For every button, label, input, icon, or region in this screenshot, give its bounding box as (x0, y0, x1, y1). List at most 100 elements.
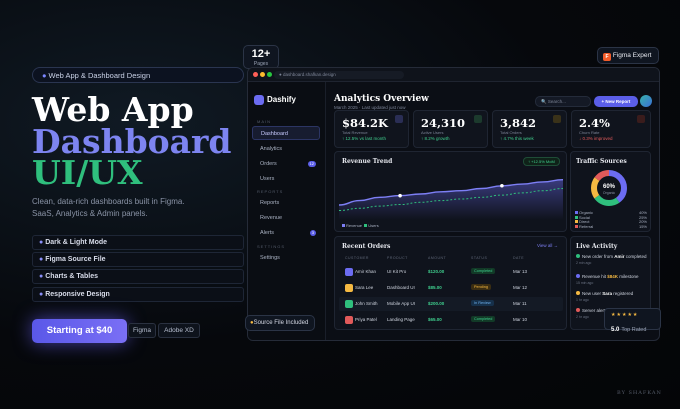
maximize-dot-icon[interactable] (267, 72, 272, 77)
donut-center-value: 60% (603, 184, 616, 190)
cell-date: Mar 13 (513, 269, 528, 274)
stat-card-orders: 3,842 Total Orders ↑ 4.7% this week (492, 110, 567, 148)
heading-line-2: Dashboard (32, 122, 232, 161)
source-pct: 20% (638, 219, 647, 224)
starting-price-button[interactable]: Starting at $40 (32, 319, 127, 343)
user-avatar[interactable] (640, 95, 652, 107)
table-row[interactable]: Amir Khan UI Kit Pro $120.00 Completed M… (339, 265, 563, 279)
sidebar-item-label: Users (260, 176, 275, 182)
activity-time: 1 hr ago (576, 298, 589, 302)
legend-revenue: Revenue (346, 223, 363, 228)
customer-avatar (345, 284, 353, 292)
sidebar-item-revenue[interactable]: Revenue (252, 211, 320, 225)
feature-item: ● Figma Source File (32, 252, 244, 267)
sidebar-item-reports[interactable]: Reports (252, 196, 320, 210)
cell-product: Dashboard UI (387, 285, 415, 290)
users-series-line (339, 188, 563, 211)
dashboard-window: ● dashboard.shafkan.design Dashify MAIN … (247, 67, 660, 341)
activity-time: 15 min ago (576, 281, 594, 285)
stat-change: ↑ 4.7% this week (500, 136, 534, 141)
activity-item: New user Sara registered 1 hr ago (576, 291, 650, 303)
feature-item: ● Charts & Tables (32, 269, 244, 284)
sidebar-item-users[interactable]: Users (252, 172, 320, 186)
traffic-legend-row: Social 25% (575, 214, 647, 221)
close-dot-icon[interactable] (253, 72, 258, 77)
sidebar-item-dashboard[interactable]: Dashboard (252, 126, 320, 140)
sidebar-item-orders[interactable]: Orders 12 (252, 157, 320, 171)
legend-users: Users (368, 223, 379, 228)
pages-badge: 12+ Pages (243, 45, 279, 69)
sidebar-item-label: Revenue (260, 215, 283, 221)
trend-change-pill: ↑ +12.5% MoM (523, 157, 560, 166)
table-row[interactable]: Sara Lee Dashboard UI $85.00 Pending Mar… (339, 281, 563, 295)
source-pct: 25% (638, 214, 647, 220)
revenue-point (398, 193, 402, 198)
feature-item: ● Dark & Light Mode (32, 235, 244, 250)
nav-section-reports: REPORTS (257, 189, 284, 194)
source-dot-icon: ● (250, 320, 254, 326)
activity-item: Revenue hit $84K milestone 15 min ago (576, 274, 650, 286)
cell-amount: $65.00 (428, 317, 442, 322)
feature-label: Charts & Tables (45, 273, 99, 280)
revenue-icon (395, 115, 403, 123)
customer-avatar (345, 268, 353, 276)
donut-center-label: Organic (603, 191, 616, 195)
col-date: DATE (513, 256, 525, 260)
status-badge: In Review (471, 300, 494, 306)
source-name: Referral (579, 223, 594, 229)
pages-count: 12+ (251, 48, 271, 60)
sidebar-item-analytics[interactable]: Analytics (252, 142, 320, 156)
view-all-link[interactable]: View all → (537, 243, 559, 248)
activity-strong: $84K (607, 274, 619, 279)
stat-card-churn: 2.4% Churn Rate ↓ 0.3% improved (571, 110, 651, 148)
rating-badge: ★★★★★ 5.0 Top Rated (604, 308, 661, 333)
minimize-dot-icon[interactable] (260, 72, 265, 77)
url-bar[interactable]: ● dashboard.shafkan.design (274, 71, 404, 79)
feature-item: ● Responsive Design (32, 287, 244, 302)
brand-name: Dashify (267, 95, 296, 104)
traffic-legend-row: Referral 15% (575, 223, 647, 230)
search-input[interactable]: 🔍 Search... (535, 96, 591, 107)
figma-chip: Figma (128, 323, 156, 338)
figma-expert-badge: F Figma Expert (597, 47, 659, 64)
cell-product: Mobile App UI (387, 301, 416, 306)
stat-value: 24,310 (421, 116, 466, 130)
table-row[interactable]: John Smith Mobile App UI $200.00 In Revi… (339, 297, 563, 311)
activity-strong: Amir (614, 254, 625, 259)
stat-card-users: 24,310 Active Users ↑ 8.2% growth (413, 110, 488, 148)
traffic-sources-title: Traffic Sources (576, 158, 627, 165)
status-badge: Completed (471, 268, 496, 274)
cell-amount: $120.00 (428, 269, 445, 274)
brand-logo-icon (254, 95, 264, 105)
status-badge: Completed (471, 316, 496, 322)
table-row[interactable]: Priya Patel Landing Page $65.00 Complete… (339, 313, 563, 327)
nav-section-settings: SETTINGS (257, 244, 286, 249)
col-status: STATUS (471, 256, 488, 260)
search-placeholder: Search... (547, 99, 566, 104)
alerts-count-badge: 3 (309, 230, 316, 236)
sidebar-item-settings[interactable]: Settings (252, 251, 320, 265)
activity-time: 2 hr ago (576, 315, 589, 319)
cell-product: UI Kit Pro (387, 269, 407, 274)
traffic-donut-chart: 60% Organic (591, 170, 627, 206)
sidebar-item-label: Settings (260, 255, 280, 261)
source-file-label: Source File Included (253, 320, 309, 326)
recent-orders-title: Recent Orders (342, 243, 391, 250)
activity-text: registered (612, 291, 634, 296)
activity-dot-icon (576, 274, 580, 278)
live-activity-title: Live Activity (576, 243, 618, 250)
col-amount: AMOUNT (428, 256, 447, 260)
source-name: Social (579, 214, 590, 220)
col-product: PRODUCT (387, 256, 408, 260)
trend-legend: Revenue Users (342, 223, 379, 229)
star-rating-icon: ★★★★★ (611, 312, 639, 318)
sidebar-item-alerts[interactable]: Alerts 3 (252, 226, 320, 240)
description-line-1: Clean, data-rich dashboards built in Fig… (32, 197, 185, 206)
cell-date: Mar 12 (513, 285, 528, 290)
rating-label: Top Rated (621, 327, 647, 333)
new-report-button[interactable]: + New Report (594, 96, 638, 107)
window-titlebar: ● dashboard.shafkan.design (248, 68, 659, 82)
description-line-2: SaaS, Analytics & Admin panels. (32, 209, 148, 218)
heading-line-3: UI/UX (32, 153, 143, 192)
stat-change: ↓ 0.3% improved (579, 136, 613, 141)
